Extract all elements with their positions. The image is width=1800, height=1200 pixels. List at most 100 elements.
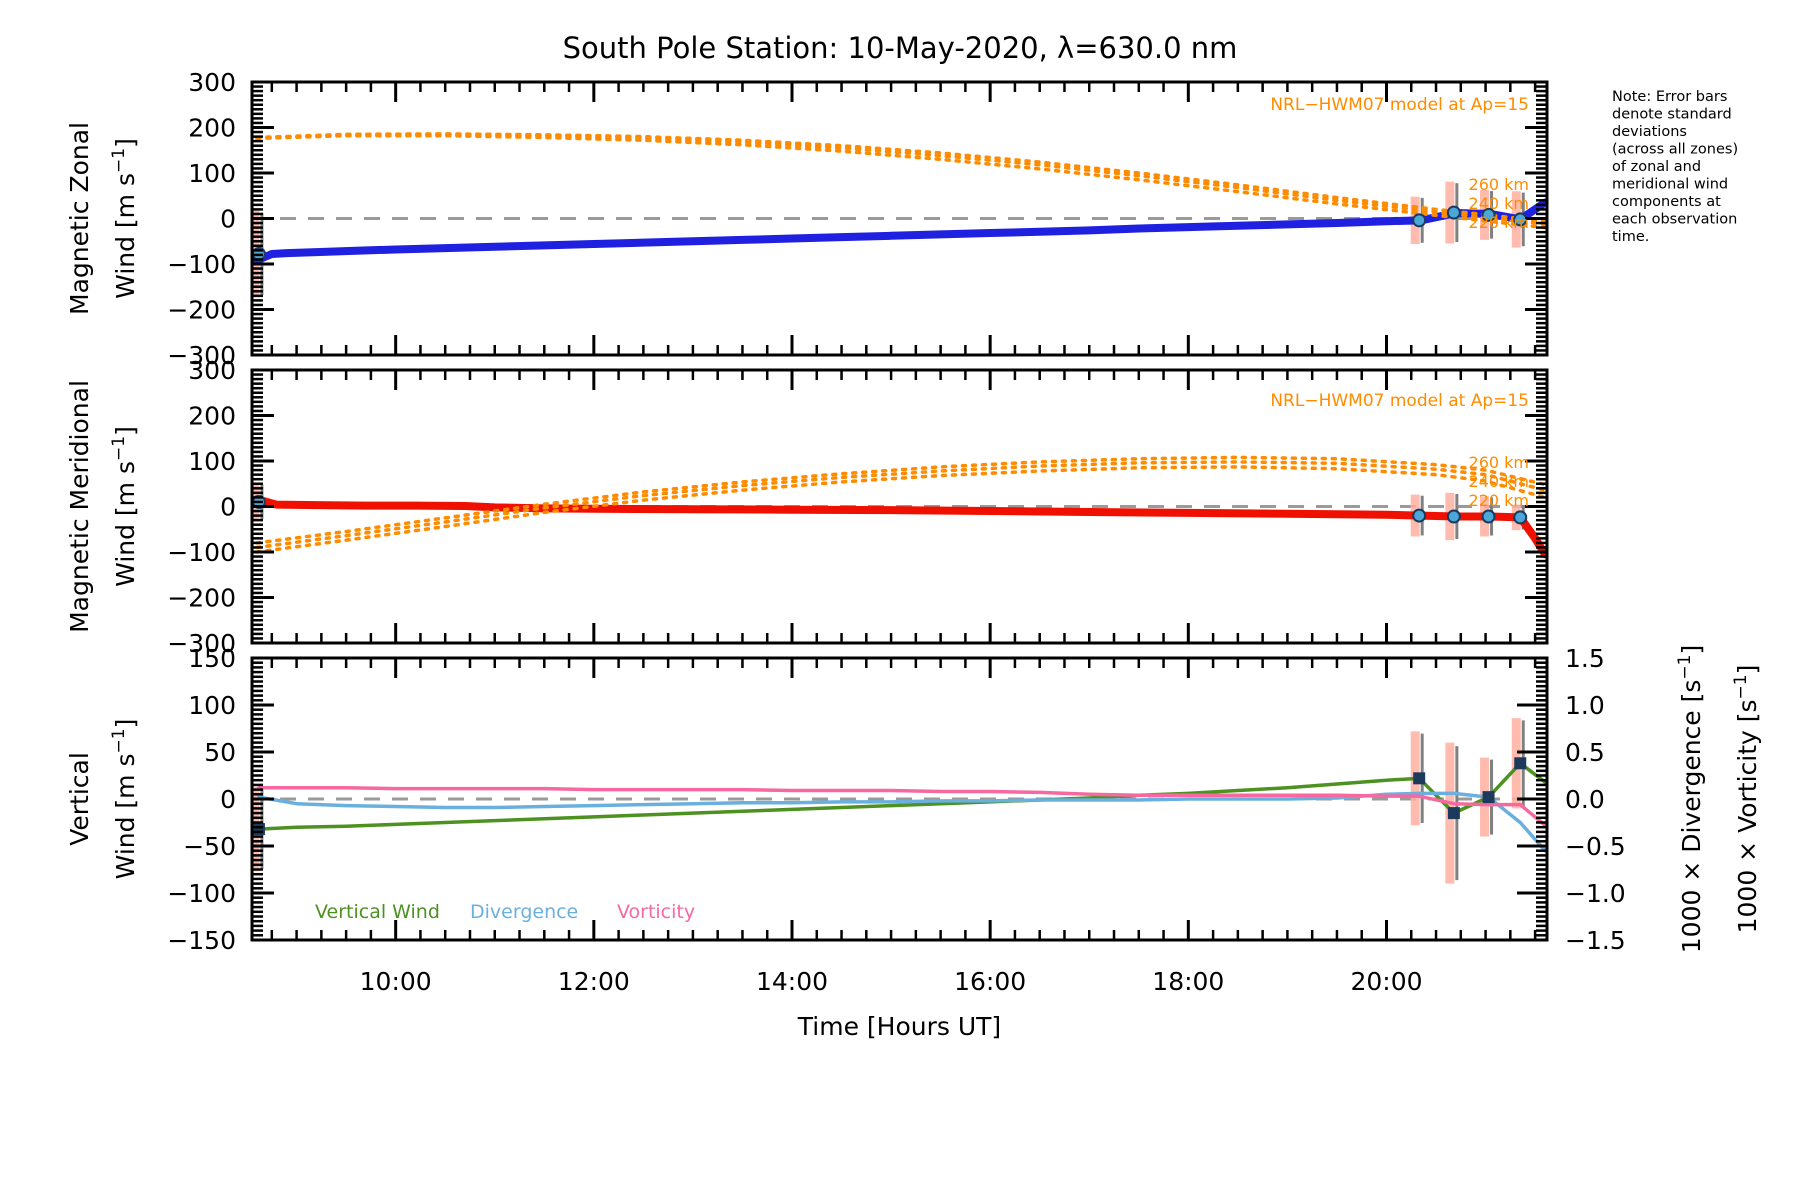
- y-tick-label: 200: [188, 402, 236, 431]
- observation-marker: [1513, 510, 1528, 525]
- x-tick-label: 14:00: [756, 967, 828, 996]
- series-line: [257, 761, 1547, 831]
- y-tick-label: −100: [167, 538, 236, 567]
- svg-text:Wind [m s−1]: Wind [m s−1]: [109, 426, 140, 587]
- y-axis-title-units: Wind [m s−1]: [109, 719, 140, 880]
- altitude-label: 220 km: [1469, 213, 1529, 232]
- right-y-tick-label: 1.0: [1565, 691, 1605, 720]
- x-tick-label: 12:00: [558, 967, 630, 996]
- y-tick-label: −200: [167, 296, 236, 325]
- page-title: South Pole Station: 10-May-2020, λ=630.0…: [563, 31, 1238, 65]
- svg-text:Wind [m s−1]: Wind [m s−1]: [109, 719, 140, 880]
- observation-marker: [1482, 791, 1495, 804]
- x-axis: 10:00 12:00 14:00 16:00 18:00 20:00 Time [Hour…: [360, 967, 1423, 1041]
- note-line: Note: Error bars: [1612, 89, 1727, 105]
- y-tick-label: −200: [167, 584, 236, 613]
- panel-data: [252, 455, 1547, 559]
- y-tick-label: 200: [188, 114, 236, 143]
- panels-group: 300 200 100 0 −100 −200 −300 NRL−HWM07 model at…: [65, 68, 1762, 955]
- y-tick-label: 300: [188, 68, 236, 97]
- series-line: [255, 465, 1547, 554]
- y-axis-title-line1: Vertical: [65, 752, 94, 846]
- panel-zonal: 300 200 100 0 −100 −200 −300 NRL−HWM07 model at…: [65, 68, 1549, 370]
- note-line: components at: [1612, 194, 1721, 210]
- note-line: (across all zones): [1612, 142, 1738, 158]
- series-line: [255, 132, 1547, 223]
- panel-meridional: 300 200 100 0 −100 −200 −300 NRL−HWM07 model at…: [65, 356, 1549, 658]
- y-tick-label: −300: [167, 341, 236, 370]
- series-line: [255, 460, 1547, 550]
- svg-text:Wind [m s−1]: Wind [m s−1]: [109, 138, 140, 299]
- panel-data: [252, 718, 1547, 884]
- altitude-label: 220 km: [1469, 491, 1529, 510]
- right-y-tick-label: −1.0: [1565, 879, 1626, 908]
- x-tick-label: 20:00: [1350, 967, 1422, 996]
- observation-marker: [1446, 205, 1461, 220]
- observation-marker: [1481, 207, 1496, 222]
- note-line: deviations: [1612, 124, 1687, 140]
- y-axis-title-units: Wind [m s−1]: [109, 426, 140, 587]
- right-y-tick-label: −0.5: [1565, 832, 1626, 861]
- observation-marker: [252, 823, 265, 836]
- y-tick-label: 0: [220, 785, 236, 814]
- note-line: meridional wind: [1612, 177, 1728, 193]
- x-tick-label: 10:00: [360, 967, 432, 996]
- observation-marker: [1481, 509, 1496, 524]
- x-tick-label: 18:00: [1152, 967, 1224, 996]
- note-block: Note: Error bars denote standarddeviation…: [1612, 89, 1738, 245]
- observation-marker: [1446, 509, 1461, 524]
- panel-data: [252, 132, 1547, 298]
- panel-vertical: 150 100 50 0 −50 −100 −150 Vertical Wind [m s−1]…: [65, 644, 1762, 955]
- y-tick-label: 150: [188, 644, 236, 673]
- y-tick-label: 300: [188, 356, 236, 385]
- right-y-tick-label: −1.5: [1565, 926, 1626, 955]
- svg-text:1000 × Vorticity [s−1]: 1000 × Vorticity [s−1]: [1731, 665, 1762, 934]
- observation-marker: [1412, 213, 1427, 228]
- y-tick-label: −100: [167, 879, 236, 908]
- y-tick-label: 50: [204, 738, 236, 767]
- y-tick-label: 100: [188, 691, 236, 720]
- y-axis-title-line1: Magnetic Zonal: [65, 122, 94, 315]
- note-line: time.: [1612, 229, 1649, 245]
- legend-item-divergence: Divergence: [470, 901, 578, 923]
- x-axis-title: Time [Hours UT]: [797, 1012, 1001, 1041]
- y-tick-label: 0: [220, 493, 236, 522]
- y-tick-label: 0: [220, 205, 236, 234]
- legend-item-vorticity: Vorticity: [617, 901, 695, 923]
- y-tick-label: −300: [167, 629, 236, 658]
- observation-marker: [1514, 757, 1527, 770]
- altitude-label: 260 km: [1469, 175, 1529, 194]
- right-axis-title-vorticity: 1000 × Vorticity [s−1]: [1731, 665, 1762, 934]
- observation-marker: [1447, 807, 1460, 820]
- series-line: [257, 791, 1547, 853]
- right-y-tick-label: 0.5: [1565, 738, 1605, 767]
- y-tick-label: 100: [188, 159, 236, 188]
- right-y-tick-label: 0.0: [1565, 785, 1605, 814]
- series-line: [257, 785, 1547, 828]
- series-line: [255, 132, 1547, 226]
- note-line: each observation: [1612, 212, 1737, 228]
- model-annotation: NRL−HWM07 model at Ap=15: [1270, 95, 1529, 115]
- legend-item-vertical-wind: Vertical Wind: [315, 901, 440, 923]
- observation-marker: [1412, 508, 1427, 523]
- model-annotation: NRL−HWM07 model at Ap=15: [1270, 391, 1529, 411]
- y-tick-label: −50: [183, 832, 236, 861]
- y-axis-title: Magnetic Zonal: [65, 122, 94, 315]
- observation-marker: [1413, 772, 1426, 785]
- right-y-tick-label: 1.5: [1565, 644, 1605, 673]
- svg-text:1000 × Divergence [s−1]: 1000 × Divergence [s−1]: [1675, 645, 1706, 953]
- series-line: [255, 133, 1547, 230]
- y-tick-label: −100: [167, 250, 236, 279]
- altitude-label: 240 km: [1469, 472, 1529, 491]
- y-axis-title: Magnetic Meridional: [65, 380, 94, 633]
- altitude-label: 240 km: [1469, 194, 1529, 213]
- series-line: [252, 198, 1547, 265]
- y-axis-title-units: Wind [m s−1]: [109, 138, 140, 299]
- x-tick-label: 16:00: [954, 967, 1026, 996]
- note-line: of zonal and: [1612, 159, 1701, 175]
- y-tick-label: −150: [167, 926, 236, 955]
- altitude-label: 260 km: [1469, 453, 1529, 472]
